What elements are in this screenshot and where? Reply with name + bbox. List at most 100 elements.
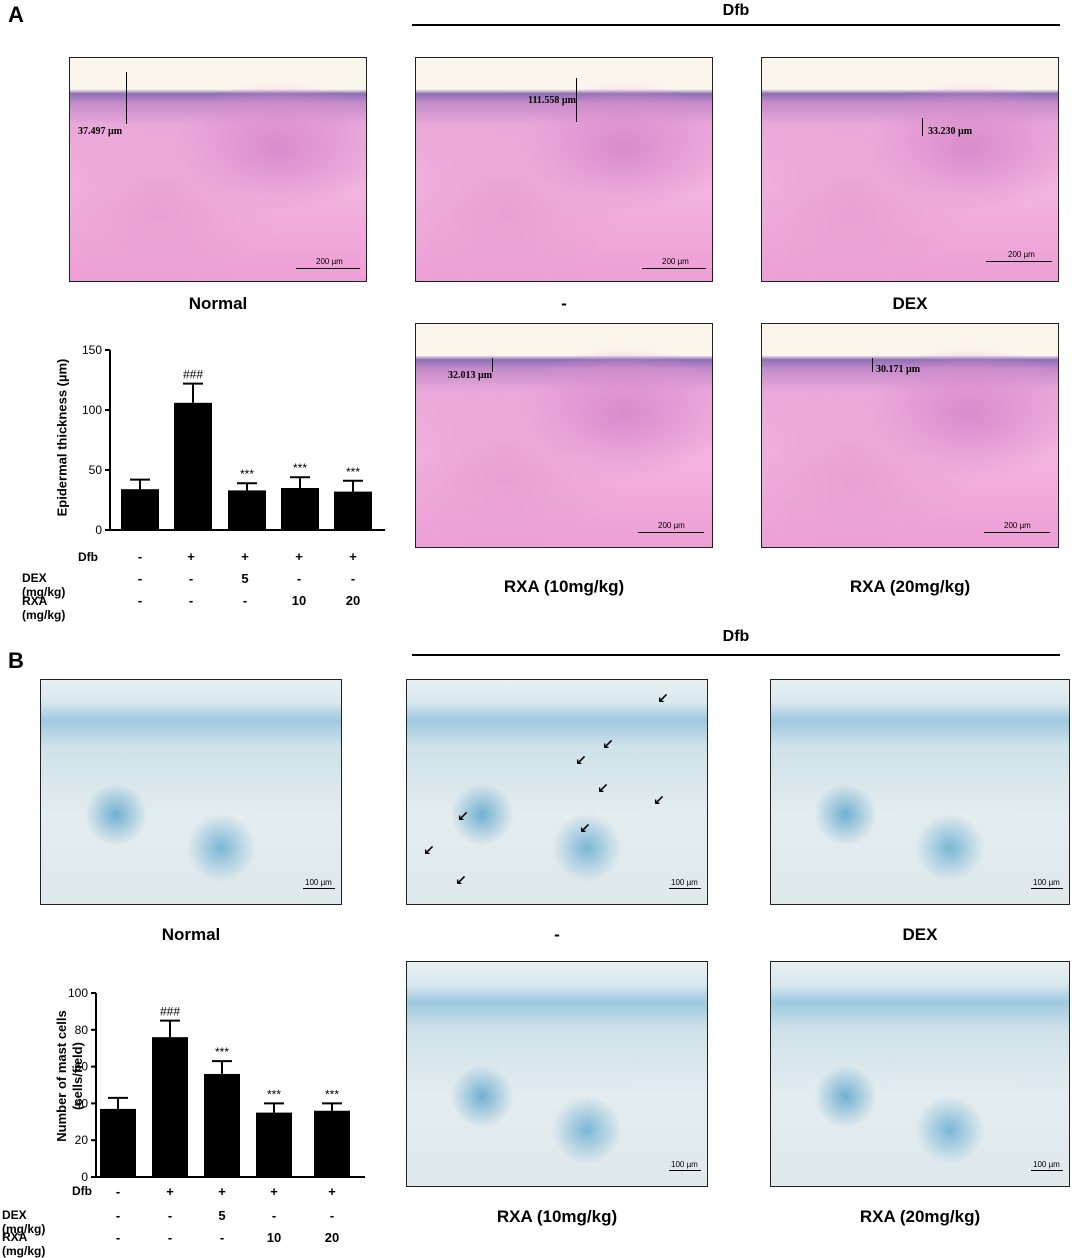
- he-image-normal: 37.497 µm 200 µm: [69, 57, 367, 282]
- thickness-marker: [922, 118, 923, 136]
- chart-a-ylabel: Epidermal thickness (µm): [54, 358, 70, 517]
- ab-image-rxa20: 100 µm: [770, 961, 1070, 1187]
- significance-label: ###: [160, 1005, 180, 1019]
- caption-dfb: -: [561, 294, 567, 313]
- panel-a-dfb-line: [412, 24, 1060, 26]
- row-label-dex: DEX (mg/kg): [22, 571, 66, 599]
- bar: [314, 1110, 350, 1177]
- y-tick-label: 50: [89, 463, 103, 477]
- panel-a-dfb-header: Dfb: [722, 2, 750, 19]
- ab-image-dex: 100 µm: [770, 679, 1070, 905]
- y-tick-label: 0: [95, 523, 102, 537]
- mast-cell-arrow-icon: ↙: [457, 808, 469, 824]
- table-cell: -: [137, 549, 143, 564]
- table-cell: +: [270, 1184, 278, 1199]
- table-cell: -: [167, 1208, 173, 1223]
- scale-label: 200 µm: [316, 257, 343, 266]
- thickness-marker: [872, 358, 873, 372]
- y-tick-label: 150: [82, 343, 102, 357]
- panel-b-dfb-header: Dfb: [722, 628, 750, 645]
- table-cell: +: [349, 549, 357, 564]
- thickness-measurement: 37.497 µm: [78, 126, 123, 137]
- table-cell: -: [115, 1208, 121, 1223]
- scale-bar: [986, 261, 1052, 262]
- scale-label: 100 µm: [1033, 1160, 1060, 1169]
- table-cell: +: [187, 549, 195, 564]
- row-label-dfb: Dfb: [72, 1184, 92, 1198]
- table-cell: 20: [324, 1230, 340, 1245]
- table-cell: -: [115, 1184, 121, 1199]
- he-image-dex: 33.230 µm 200 µm: [761, 57, 1059, 282]
- bar: [204, 1073, 240, 1177]
- caption-normal-b: Normal: [161, 925, 221, 944]
- mast-cells-chart: 0 20 40 60 80 100 ### *** *** ***: [68, 986, 365, 1184]
- ab-image-rxa10: 100 µm: [406, 961, 708, 1187]
- ab-image-normal: 100 µm: [40, 679, 342, 905]
- chart-b-ylabel: Number of mast cells (cells/field): [54, 986, 86, 1166]
- table-cell: 10: [291, 593, 307, 608]
- scale-label: 200 µm: [658, 521, 685, 530]
- caption-rxa10-b: RXA (10mg/kg): [496, 1207, 618, 1226]
- bar: [228, 490, 266, 530]
- caption-dfb-b: -: [554, 925, 560, 944]
- caption-dex-b: DEX: [902, 925, 938, 944]
- panel-b-dfb-line: [412, 654, 1060, 656]
- y-tick-label: 60: [75, 1060, 89, 1074]
- thickness-measurement: 111.558 µm: [528, 95, 576, 106]
- scale-bar: [669, 1170, 701, 1171]
- mast-cell-arrow-icon: ↙: [653, 792, 665, 808]
- table-cell: -: [188, 571, 194, 586]
- table-cell: -: [296, 571, 302, 586]
- caption-normal: Normal: [188, 294, 248, 313]
- y-tick-label: 0: [81, 1170, 88, 1184]
- table-cell: -: [167, 1230, 173, 1245]
- scale-label: 100 µm: [671, 878, 698, 887]
- epidermal-thickness-chart: 0 50 100 150 ### *** *** ***: [82, 343, 385, 537]
- significance-label: ***: [293, 461, 307, 475]
- significance-label: ***: [215, 1045, 229, 1059]
- mast-cell-arrow-icon: ↙: [423, 842, 435, 858]
- chart-b-ylabel-line1: Number of mast cells: [54, 1010, 69, 1142]
- caption-rxa10: RXA (10mg/kg): [503, 577, 625, 596]
- mast-cell-arrow-icon: ↙: [575, 752, 587, 768]
- table-cell: -: [271, 1208, 277, 1223]
- ab-image-dfb: ↙ ↙ ↙ ↙ ↙ ↙ ↙ ↙ ↙ 100 µm: [406, 679, 708, 905]
- caption-rxa20-b: RXA (20mg/kg): [859, 1207, 981, 1226]
- scale-bar: [303, 888, 335, 889]
- thickness-measurement: 33.230 µm: [928, 126, 973, 137]
- table-cell: +: [241, 549, 249, 564]
- thickness-marker: [576, 78, 577, 122]
- scale-label: 200 µm: [662, 257, 689, 266]
- he-image-rxa10: 32.013 µm 200 µm: [415, 323, 713, 548]
- significance-label: ***: [325, 1087, 339, 1101]
- bar: [174, 402, 212, 530]
- bar: [256, 1112, 292, 1177]
- scale-bar: [642, 268, 706, 269]
- y-tick-label: 80: [75, 1023, 89, 1037]
- table-cell: +: [295, 549, 303, 564]
- table-cell: -: [137, 571, 143, 586]
- thickness-measurement: 32.013 µm: [448, 370, 493, 381]
- he-image-rxa20: 30.171 µm 200 µm: [761, 323, 1059, 548]
- table-cell: +: [166, 1184, 174, 1199]
- table-cell: -: [350, 571, 356, 586]
- table-cell: +: [218, 1184, 226, 1199]
- he-image-dfb: 111.558 µm 200 µm: [415, 57, 713, 282]
- scale-label: 100 µm: [1033, 878, 1060, 887]
- row-label-dex: DEX (mg/kg): [2, 1208, 46, 1236]
- scale-label: 200 µm: [1008, 250, 1035, 259]
- scale-label: 100 µm: [305, 878, 332, 887]
- mast-cell-arrow-icon: ↙: [455, 872, 467, 888]
- mast-cell-arrow-icon: ↙: [597, 780, 609, 796]
- panel-a-letter: A: [8, 2, 24, 27]
- mast-cell-arrow-icon: ↙: [579, 820, 591, 836]
- table-cell: -: [219, 1230, 225, 1245]
- bar: [100, 1108, 136, 1177]
- scale-bar: [638, 532, 704, 533]
- thickness-marker: [492, 358, 493, 372]
- bar: [334, 491, 372, 530]
- y-tick-label: 100: [68, 986, 88, 1000]
- table-cell: 10: [266, 1230, 282, 1245]
- table-cell: -: [242, 593, 248, 608]
- table-cell: 5: [218, 1208, 226, 1223]
